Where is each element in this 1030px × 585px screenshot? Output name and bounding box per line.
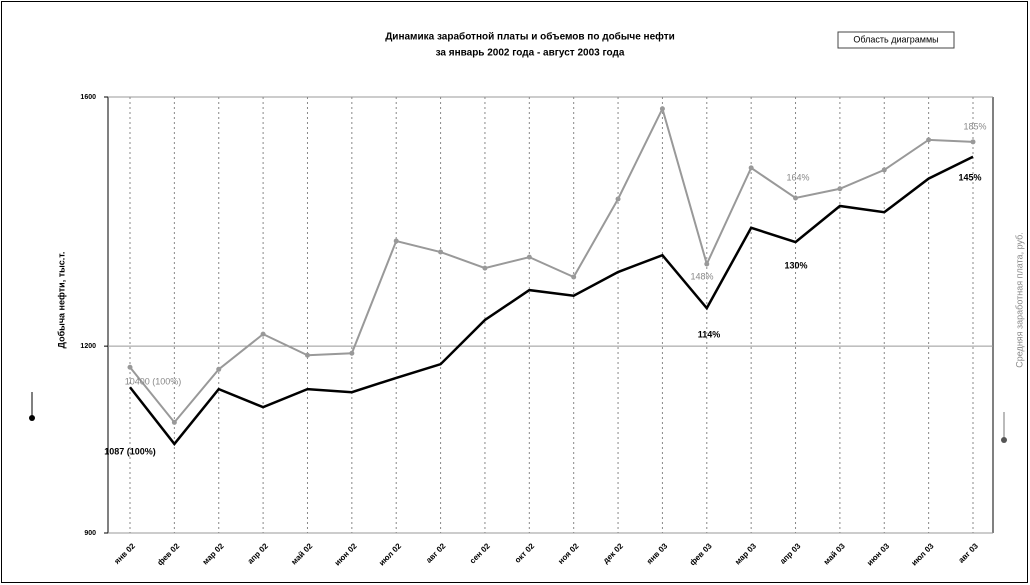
legend-marker <box>1001 437 1007 443</box>
tooltip: Область диаграммы <box>853 34 938 44</box>
annotation: 148% <box>690 271 713 281</box>
y-tick-label: 1200 <box>80 343 96 350</box>
annotation: 130% <box>784 260 807 270</box>
point <box>659 106 665 112</box>
point <box>970 139 976 145</box>
annotation: 114% <box>698 329 721 339</box>
y2-axis-label: Средняя заработная плата, руб. <box>1014 232 1024 367</box>
point <box>704 261 710 267</box>
point <box>793 195 799 201</box>
point <box>216 366 222 372</box>
point <box>127 364 133 370</box>
series-line <box>129 155 974 446</box>
point <box>837 186 843 192</box>
annotation: 10400 (100%) <box>125 376 182 386</box>
series-line <box>129 105 974 424</box>
y-tick-label: 900 <box>84 530 96 537</box>
annotation: 164% <box>786 172 809 182</box>
point <box>304 352 310 358</box>
tooltip-box <box>837 31 955 49</box>
point <box>393 238 399 244</box>
y-axis-label: Добыча нефти, тыс.т. <box>56 252 66 349</box>
point <box>748 165 754 171</box>
chart-title: Динамика заработной платы и объемов по д… <box>385 31 675 43</box>
point <box>438 249 444 255</box>
annotation: 1087 (100%) <box>104 446 156 456</box>
point <box>571 274 577 280</box>
point <box>526 254 532 260</box>
point <box>260 331 266 337</box>
legend-marker <box>29 415 35 421</box>
point <box>615 196 621 202</box>
point <box>482 265 488 271</box>
point <box>881 167 887 173</box>
point <box>926 137 932 143</box>
y-tick-label: 1600 <box>80 94 96 101</box>
chart-subtitle: за январь 2002 года - август 2003 года <box>436 48 625 59</box>
annotation: 145% <box>958 172 981 182</box>
point <box>171 419 177 425</box>
annotation: 185% <box>963 121 986 131</box>
point <box>349 350 355 356</box>
